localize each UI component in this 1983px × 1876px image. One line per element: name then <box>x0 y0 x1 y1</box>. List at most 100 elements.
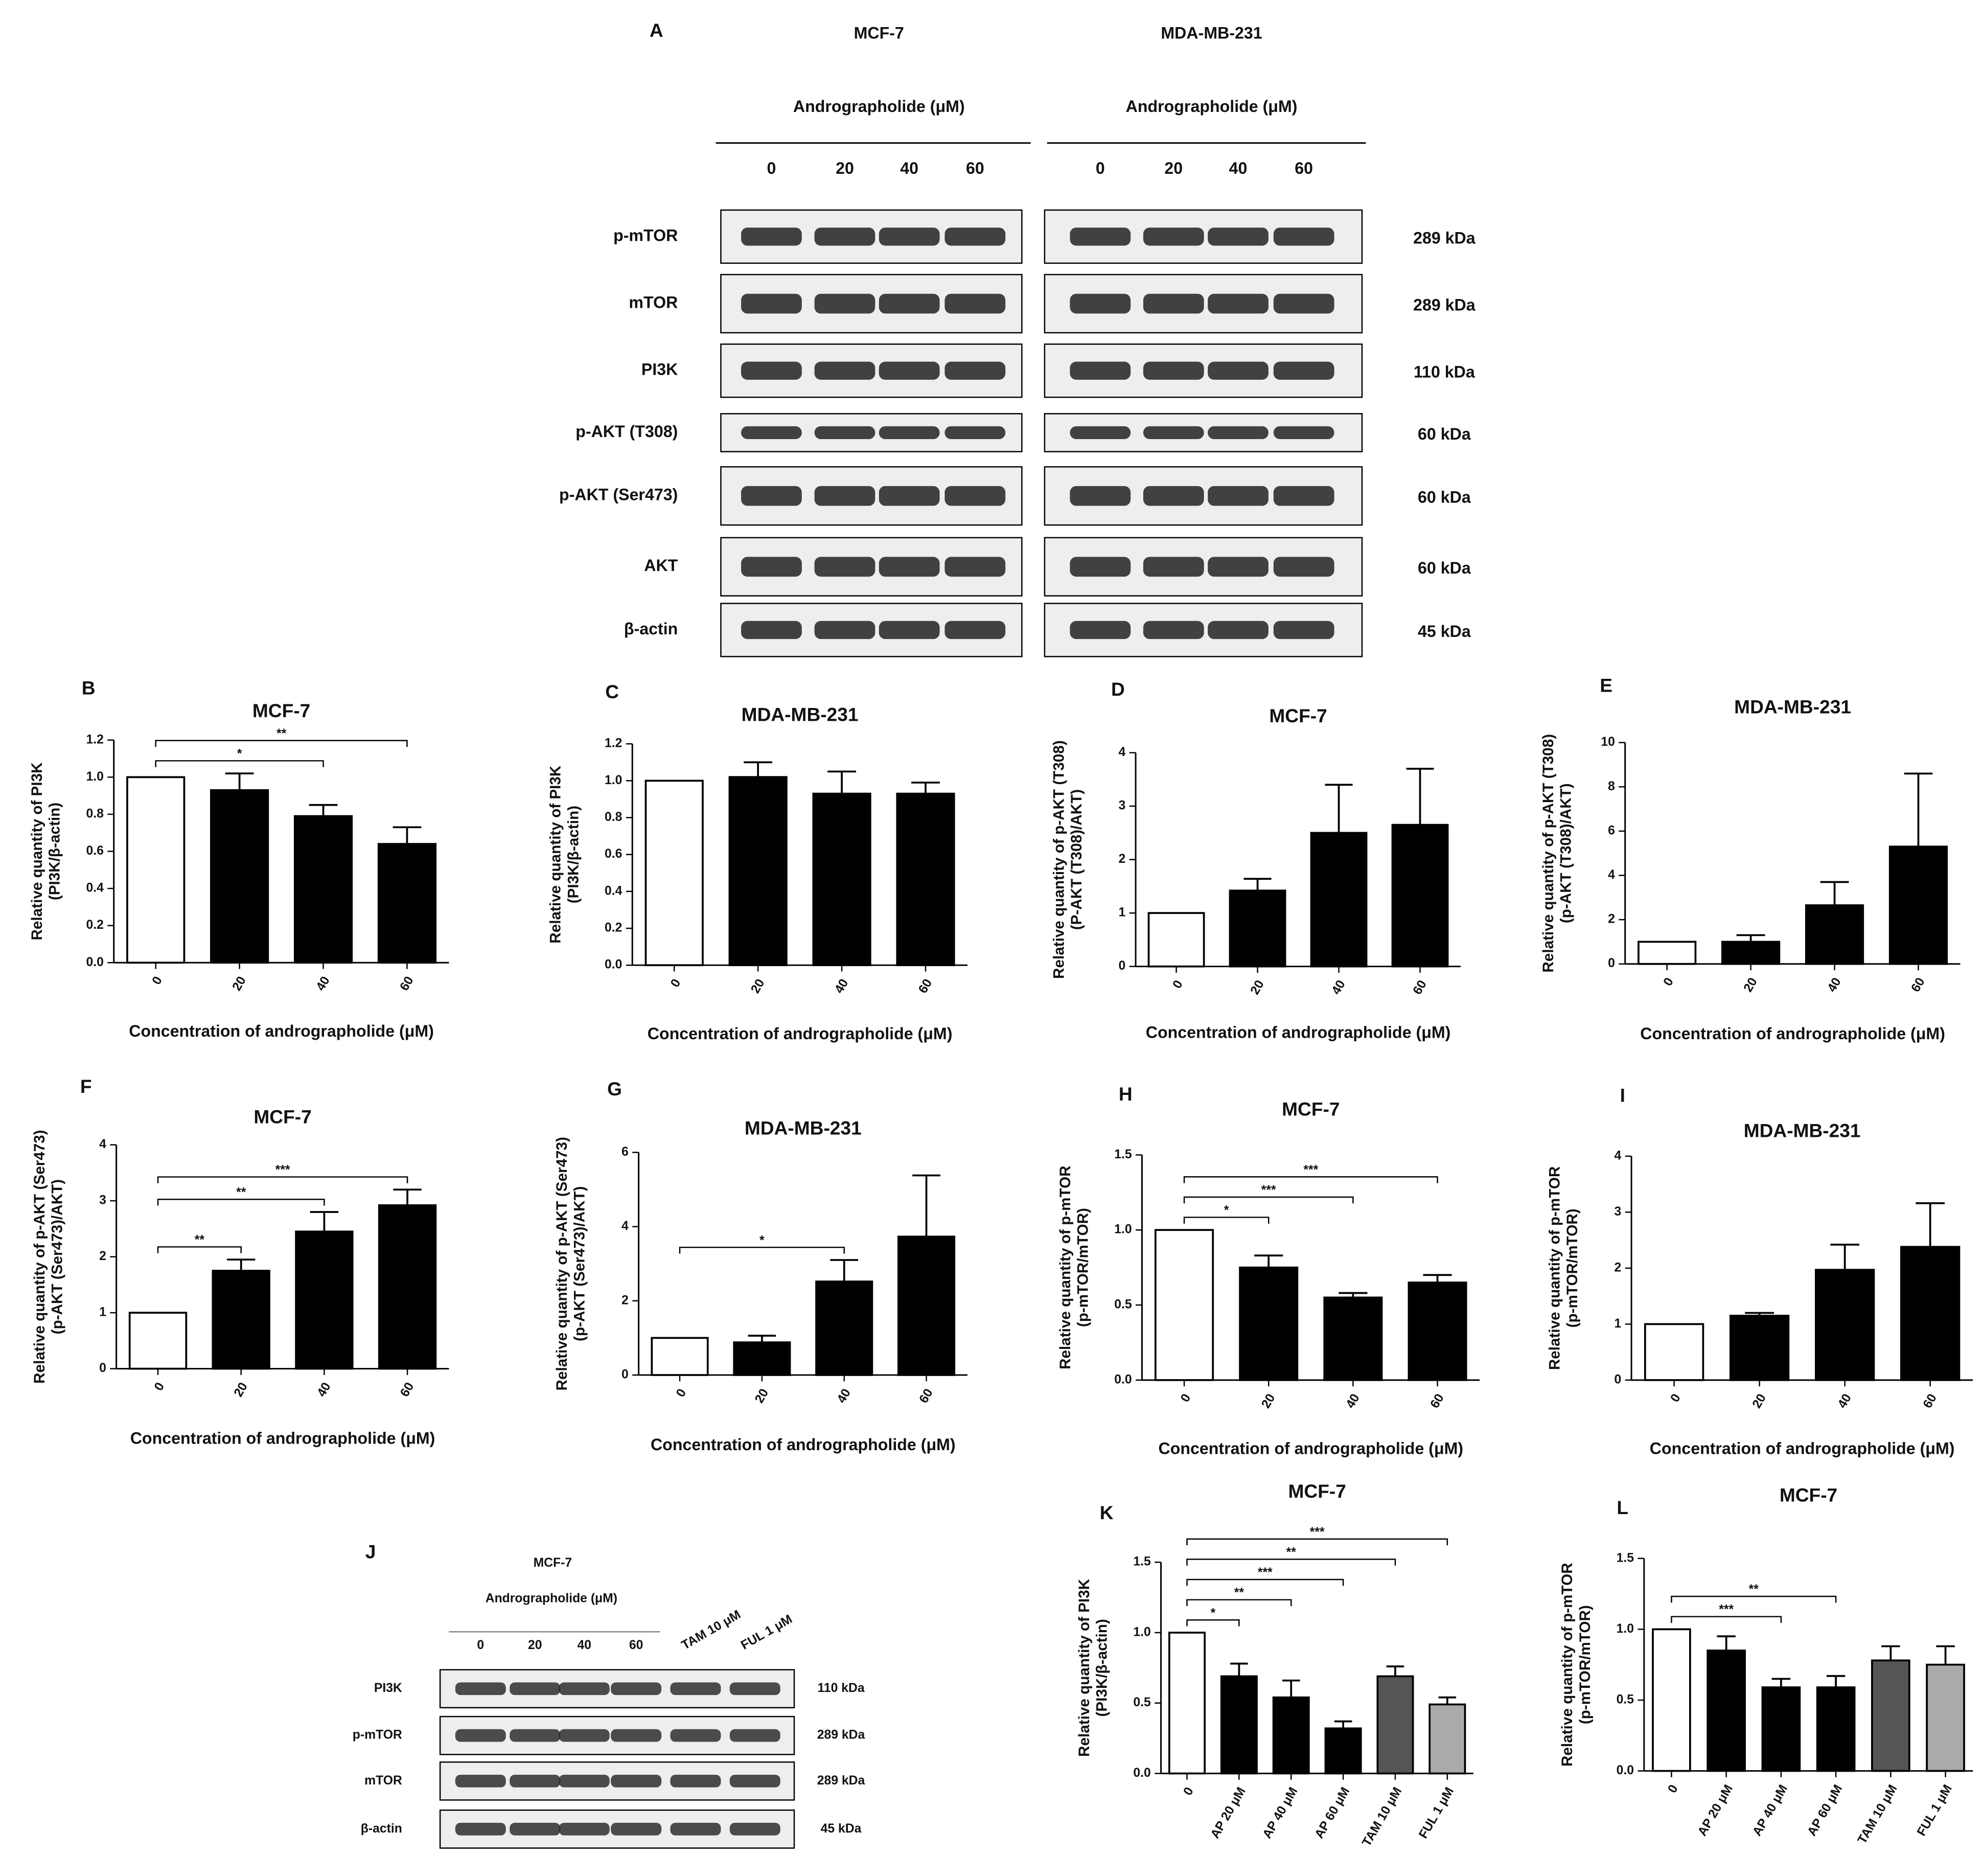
y-axis-label: Relative quantity of PI3K <box>547 765 564 944</box>
bar <box>897 1236 956 1376</box>
control-label: TAM 10 μM <box>679 1608 743 1653</box>
x-tick-label: 0 <box>1668 1391 1684 1404</box>
blot-band <box>944 486 1006 506</box>
blot-band <box>944 361 1006 380</box>
chart-title: MDA-MB-231 <box>742 704 859 725</box>
x-tick-label: 60 <box>1909 975 1928 994</box>
bar <box>1239 1266 1299 1381</box>
significance-bracket <box>157 1198 325 1206</box>
significance-label: *** <box>1261 1183 1276 1197</box>
x-axis-label: Concentration of andrographolide (μM) <box>651 1435 956 1454</box>
x-tick-label: 20 <box>1750 1391 1769 1410</box>
blot-band <box>944 293 1006 314</box>
x-tick-label: 60 <box>398 1380 417 1399</box>
x-tick-label: 60 <box>1921 1391 1940 1410</box>
panel-letter: K <box>1100 1502 1114 1523</box>
bar <box>1428 1703 1466 1775</box>
blot-band <box>510 1729 561 1742</box>
x-tick-label: AP 60 μM <box>1805 1782 1846 1839</box>
y-axis-label: (p-mTOR/mTOR) <box>1074 1208 1091 1327</box>
chart-title: MCF-7 <box>1269 705 1327 726</box>
blot-band <box>510 1822 561 1836</box>
y-tick-label: 2 <box>1119 852 1126 866</box>
blot-band <box>1070 557 1131 577</box>
y-tick-label: 6 <box>1608 823 1615 837</box>
blot-band <box>879 486 940 506</box>
size-label: 60 kDa <box>1418 488 1471 507</box>
y-tick-label: 1.0 <box>1617 1622 1634 1636</box>
y-tick-label: 0.5 <box>1617 1692 1634 1706</box>
size-label: 289 kDa <box>1413 228 1476 247</box>
blot-band <box>1143 361 1204 380</box>
error-bar <box>1406 767 1434 825</box>
dose-label: 40 <box>1229 159 1248 177</box>
y-tick-label: 4 <box>621 1219 629 1233</box>
bar <box>1155 1229 1214 1381</box>
bar <box>1310 832 1368 968</box>
y-axis-label: Relative quantity of p-mTOR <box>1559 1563 1576 1767</box>
y-axis-label: (PI3K/β-actin) <box>1094 1619 1111 1717</box>
blot-band <box>1070 486 1131 506</box>
x-tick-label: TAM 10 μM <box>1360 1785 1405 1849</box>
chart-title: MCF-7 <box>253 1106 311 1127</box>
y-axis-label: Relative quantity of p-mTOR <box>1546 1166 1563 1370</box>
x-tick-label: 0 <box>1181 1785 1196 1798</box>
significance-bracket <box>1671 1616 1782 1623</box>
blot-band <box>814 227 875 246</box>
blot-band <box>879 293 940 314</box>
x-tick-label: AP 60 μM <box>1312 1785 1353 1841</box>
y-axis-label: Relative quantity of p-AKT (T308) <box>1050 740 1067 979</box>
significance-bracket <box>1183 1217 1270 1224</box>
significance-bracket <box>1186 1578 1344 1586</box>
y-tick-label: 0 <box>99 1361 106 1375</box>
y-axis-label: (p-mTOR/mTOR) <box>1577 1605 1594 1724</box>
blot-band <box>814 293 875 314</box>
error-bar <box>1820 881 1849 905</box>
chart-title: MDA-MB-231 <box>1744 1120 1861 1141</box>
x-tick-label: 60 <box>398 974 417 993</box>
chart-title: MCF-7 <box>252 700 310 721</box>
y-tick-label: 1.0 <box>86 770 104 784</box>
bar <box>1324 1727 1362 1775</box>
y-axis-label: Relative quantity of p-AKT (Ser473) <box>31 1130 48 1384</box>
error-bar <box>1771 1678 1791 1687</box>
x-tick-label: 0 <box>1665 1782 1680 1795</box>
bar <box>733 1341 791 1376</box>
error-bar <box>1916 1202 1945 1247</box>
y-tick-label: 0.5 <box>1114 1298 1132 1312</box>
bar <box>812 792 871 967</box>
y-tick-label: 1.2 <box>605 737 622 750</box>
blot-band <box>814 361 875 380</box>
blot-band <box>1208 486 1269 506</box>
blot-band <box>1273 557 1334 577</box>
blot-band <box>741 227 802 246</box>
error-bar <box>830 1259 859 1282</box>
y-tick-label: 2 <box>1615 1261 1622 1274</box>
significance-bracket <box>679 1246 845 1254</box>
chart-title: MDA-MB-231 <box>1734 696 1851 718</box>
bar <box>1638 941 1697 965</box>
bar <box>1391 823 1449 968</box>
error-bar <box>1826 1675 1846 1687</box>
y-axis-label: Relative quantity of p-mTOR <box>1057 1165 1074 1369</box>
size-label: 60 kDa <box>1418 559 1471 577</box>
x-tick-label: 40 <box>1329 978 1348 997</box>
protein-label: p-AKT (T308) <box>575 422 678 441</box>
x-tick-label: AP 20 μM <box>1695 1782 1736 1839</box>
significance-bracket <box>1183 1196 1354 1204</box>
blot-band <box>1273 361 1334 380</box>
significance-label: *** <box>1719 1603 1734 1617</box>
significance-label: ** <box>1749 1583 1759 1596</box>
bar <box>815 1280 873 1376</box>
y-tick-label: 0 <box>621 1367 629 1381</box>
panel-letter: I <box>1620 1084 1625 1106</box>
blot-band <box>1208 293 1269 314</box>
error-bar <box>1881 1645 1900 1661</box>
y-axis-label: Relative quantity of PI3K <box>29 762 45 941</box>
x-tick-label: 40 <box>835 1386 854 1405</box>
panel-letter: G <box>607 1078 622 1100</box>
blot-band <box>559 1682 610 1695</box>
blot-band <box>670 1729 721 1742</box>
x-tick-label: 0 <box>1178 1391 1193 1404</box>
treatment-label: Andrographolide (μM) <box>486 1591 617 1605</box>
